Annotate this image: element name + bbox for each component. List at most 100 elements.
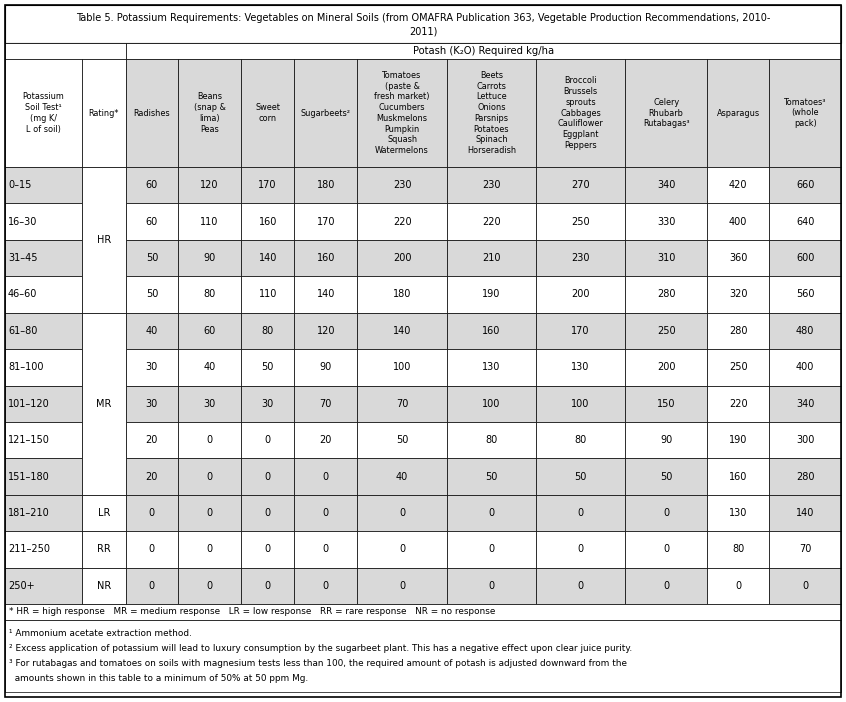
Bar	[358, 277, 447, 312]
Bar	[5, 5, 841, 43]
Text: 480: 480	[796, 326, 815, 336]
Text: 60: 60	[146, 180, 158, 190]
Bar	[241, 422, 294, 458]
Text: Asparagus: Asparagus	[717, 109, 760, 117]
Text: 30: 30	[146, 362, 158, 372]
Text: 220: 220	[393, 217, 411, 227]
Text: 0: 0	[149, 581, 155, 591]
Text: 0: 0	[663, 508, 669, 518]
Text: 50: 50	[146, 289, 158, 300]
Bar	[178, 531, 241, 568]
Bar	[126, 349, 178, 385]
Bar	[5, 312, 82, 349]
Text: 320: 320	[729, 289, 748, 300]
Bar	[294, 277, 358, 312]
Text: 46–60: 46–60	[8, 289, 37, 300]
Text: 160: 160	[316, 253, 335, 263]
Bar	[358, 385, 447, 422]
Bar	[769, 385, 841, 422]
Bar	[178, 568, 241, 604]
Text: 230: 230	[393, 180, 411, 190]
Bar	[707, 458, 769, 495]
Bar	[5, 620, 841, 692]
Text: 200: 200	[571, 289, 590, 300]
Text: 300: 300	[796, 435, 815, 445]
Text: 0: 0	[323, 544, 329, 555]
Bar	[769, 568, 841, 604]
Text: 50: 50	[396, 435, 409, 445]
Text: 130: 130	[571, 362, 590, 372]
Text: 160: 160	[729, 472, 747, 482]
Text: 80: 80	[486, 435, 497, 445]
Text: Potassium
Soil Test¹
(mg K/
L of soil): Potassium Soil Test¹ (mg K/ L of soil)	[23, 93, 64, 133]
Text: 50: 50	[261, 362, 274, 372]
Text: ¹ Ammonium acetate extraction method.: ¹ Ammonium acetate extraction method.	[9, 629, 192, 638]
Bar	[178, 422, 241, 458]
Text: 60: 60	[146, 217, 158, 227]
Text: 0: 0	[399, 508, 405, 518]
Bar	[241, 458, 294, 495]
Text: 80: 80	[574, 435, 587, 445]
Bar	[707, 422, 769, 458]
Text: MR: MR	[96, 399, 112, 409]
Bar	[536, 568, 625, 604]
Bar	[625, 240, 707, 277]
Bar	[294, 458, 358, 495]
Bar	[294, 531, 358, 568]
Bar	[126, 59, 178, 167]
Bar	[126, 422, 178, 458]
Text: 90: 90	[203, 253, 216, 263]
Text: 60: 60	[203, 326, 216, 336]
Bar	[625, 204, 707, 240]
Bar	[126, 495, 178, 531]
Text: 280: 280	[657, 289, 675, 300]
Bar	[126, 385, 178, 422]
Text: 70: 70	[799, 544, 811, 555]
Bar	[707, 59, 769, 167]
Bar	[294, 495, 358, 531]
Text: ³ For rutabagas and tomatoes on soils with magnesium tests less than 100, the re: ³ For rutabagas and tomatoes on soils wi…	[9, 659, 627, 668]
Bar	[82, 531, 126, 568]
Bar	[241, 495, 294, 531]
Text: 20: 20	[320, 435, 332, 445]
Bar	[241, 349, 294, 385]
Bar	[625, 167, 707, 204]
Bar	[358, 458, 447, 495]
Text: Sweet
corn: Sweet corn	[255, 103, 280, 123]
Text: 400: 400	[729, 217, 747, 227]
Bar	[294, 385, 358, 422]
Text: 0: 0	[323, 472, 329, 482]
Text: 170: 170	[571, 326, 590, 336]
Bar	[536, 240, 625, 277]
Text: Broccoli
Brussels
sprouts
Cabbages
Cauliflower
Eggplant
Peppers: Broccoli Brussels sprouts Cabbages Cauli…	[558, 77, 603, 150]
Bar	[241, 240, 294, 277]
Text: 0: 0	[206, 508, 212, 518]
Text: 0: 0	[488, 544, 494, 555]
Text: Celery
Rhubarb
Rutabagas³: Celery Rhubarb Rutabagas³	[643, 98, 689, 128]
Bar	[536, 495, 625, 531]
Text: 211–250: 211–250	[8, 544, 50, 555]
Text: 200: 200	[657, 362, 675, 372]
Bar	[769, 167, 841, 204]
Text: 2011): 2011)	[409, 27, 437, 37]
Text: Table 5. Potassium Requirements: Vegetables on Mineral Soils (from OMAFRA Public: Table 5. Potassium Requirements: Vegetab…	[76, 13, 770, 23]
Bar	[625, 458, 707, 495]
Bar	[625, 422, 707, 458]
Bar	[358, 167, 447, 204]
Bar	[447, 385, 536, 422]
Bar	[82, 240, 126, 277]
Text: 420: 420	[729, 180, 748, 190]
Bar	[769, 204, 841, 240]
Text: 280: 280	[729, 326, 748, 336]
Bar	[536, 167, 625, 204]
Bar	[769, 349, 841, 385]
Text: 80: 80	[203, 289, 216, 300]
Bar	[625, 495, 707, 531]
Text: 140: 140	[316, 289, 335, 300]
Bar	[126, 277, 178, 312]
Bar	[358, 240, 447, 277]
Text: 0: 0	[399, 544, 405, 555]
Text: 140: 140	[259, 253, 277, 263]
Bar	[5, 277, 82, 312]
Bar	[294, 568, 358, 604]
